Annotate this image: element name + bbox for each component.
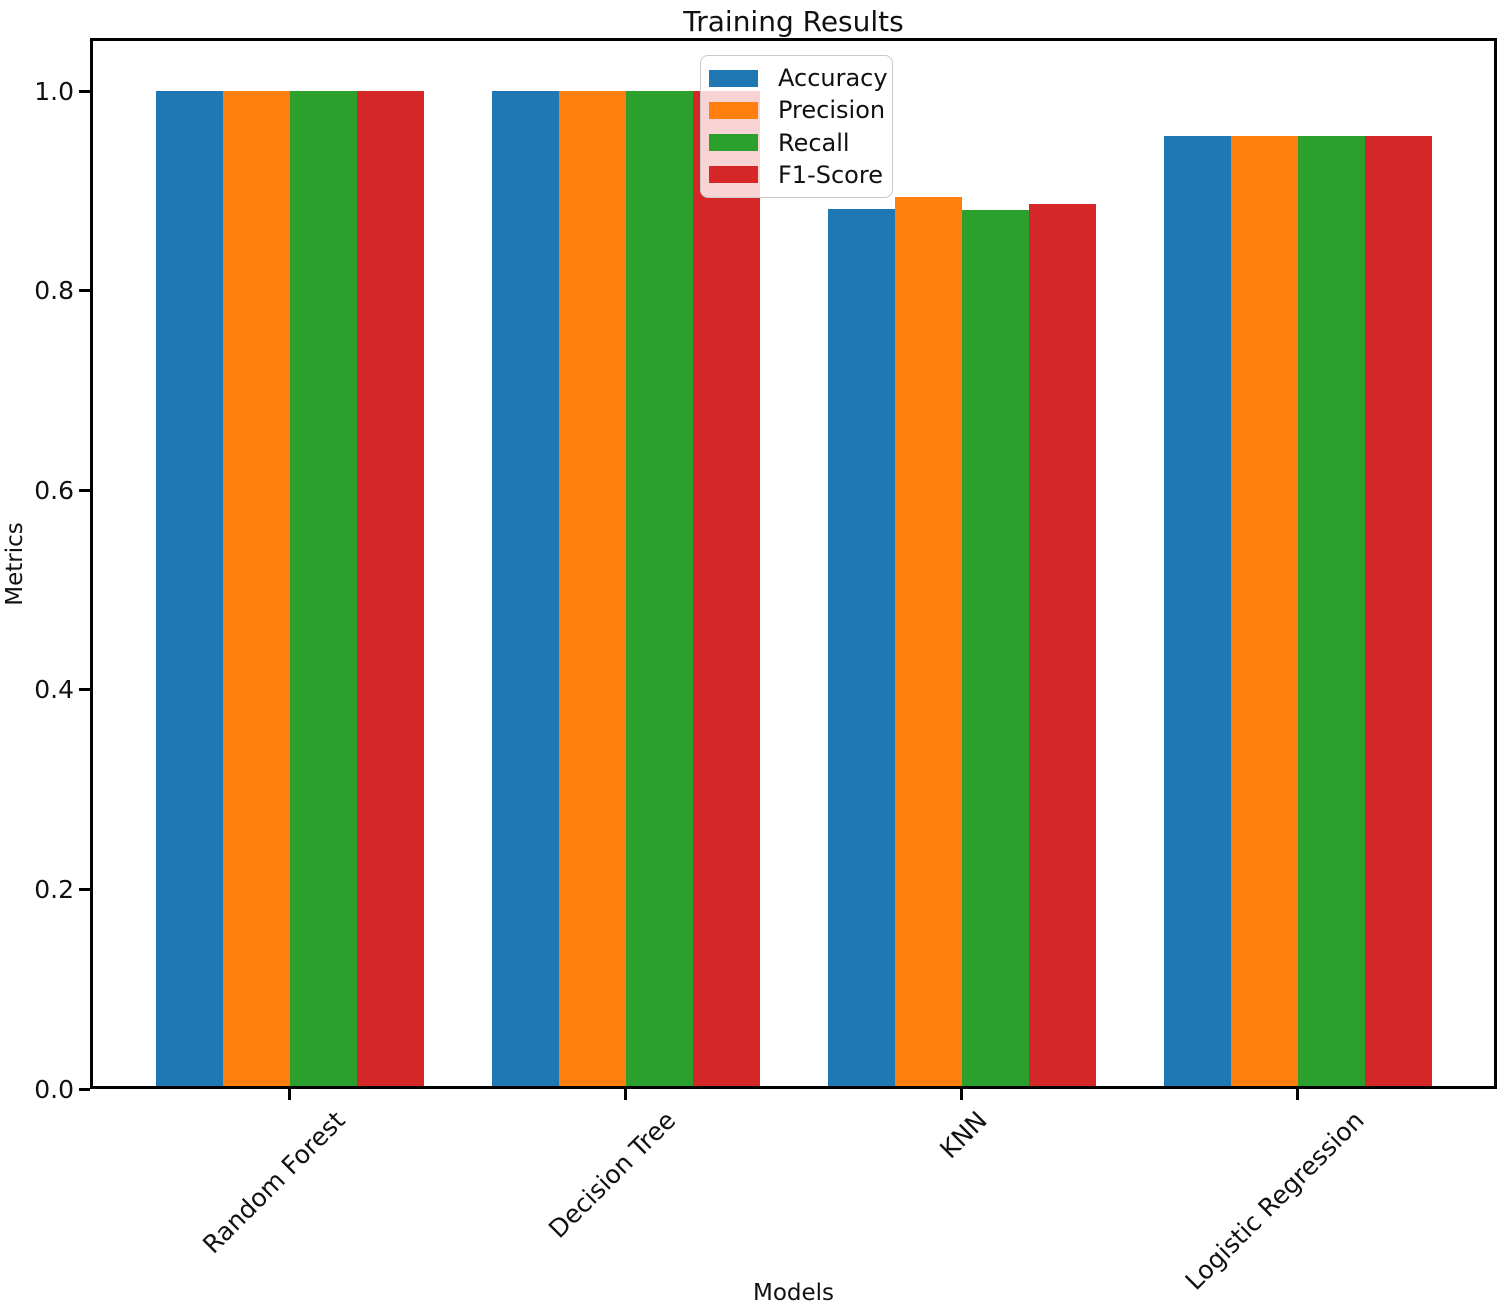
legend-row: Precision: [709, 96, 886, 125]
x-tick-mark: [288, 1089, 292, 1100]
bar-f1-score-logistic-regression: [1365, 136, 1433, 1089]
x-tick-label: Decision Tree: [543, 1105, 682, 1244]
y-tick-label: 0.8: [34, 276, 74, 306]
y-tick-mark: [79, 887, 90, 891]
x-axis-title: Models: [752, 1280, 835, 1306]
legend-label: F1-Score: [778, 160, 883, 189]
y-tick-label: 1.0: [34, 76, 74, 106]
legend-row: F1-Score: [709, 162, 884, 188]
bar-recall-knn: [961, 210, 1030, 1089]
bar-f1-score-decision-tree: [693, 91, 761, 1089]
bar-precision-random-forest: [222, 91, 290, 1089]
y-tick-mark: [79, 1087, 90, 1091]
legend-swatch-precision: [709, 101, 758, 119]
chart-title: Training Results: [683, 5, 904, 38]
x-tick-label: KNN: [934, 1105, 993, 1165]
y-tick-label: 0.4: [34, 675, 74, 705]
y-tick-mark: [79, 289, 90, 293]
y-tick-label: 0.2: [34, 874, 74, 904]
bar-precision-decision-tree: [558, 91, 626, 1089]
bar-recall-decision-tree: [625, 91, 694, 1089]
bar-accuracy-logistic-regression: [1163, 136, 1231, 1089]
bar-accuracy-decision-tree: [491, 91, 559, 1089]
bar-recall-logistic-regression: [1297, 136, 1366, 1089]
legend: Accuracy Precision Recall F1-Score: [700, 55, 893, 198]
bar-recall-random-forest: [289, 91, 358, 1089]
legend-swatch-f1-score: [709, 166, 758, 184]
y-axis-title: Metrics: [0, 38, 30, 1089]
x-tick-label: Logistic Regression: [1179, 1105, 1370, 1296]
bar-precision-logistic-regression: [1230, 136, 1298, 1089]
bar-accuracy-knn: [827, 209, 895, 1089]
bar-precision-knn: [894, 197, 962, 1089]
x-tick-label: Random Forest: [196, 1105, 351, 1260]
legend-swatch-accuracy: [709, 69, 758, 87]
y-tick-label: 0.6: [34, 475, 74, 505]
y-tick-mark: [79, 688, 90, 692]
legend-label: Accuracy: [778, 64, 888, 93]
bar-f1-score-random-forest: [357, 91, 425, 1089]
x-tick-mark: [624, 1089, 628, 1100]
legend-row: Recall: [709, 130, 884, 156]
legend-label: Precision: [778, 96, 886, 125]
y-axis-title-text: Metrics: [2, 521, 28, 606]
y-tick-mark: [79, 488, 90, 492]
bar-f1-score-knn: [1029, 204, 1097, 1089]
legend-row: Accuracy: [709, 65, 888, 91]
legend-label: Recall: [778, 128, 850, 157]
y-tick-mark: [79, 89, 90, 93]
bar-accuracy-random-forest: [155, 91, 223, 1089]
x-tick-mark: [1296, 1089, 1300, 1100]
legend-swatch-recall: [709, 134, 758, 152]
x-tick-mark: [960, 1089, 964, 1100]
y-tick-label: 0.0: [34, 1074, 74, 1104]
